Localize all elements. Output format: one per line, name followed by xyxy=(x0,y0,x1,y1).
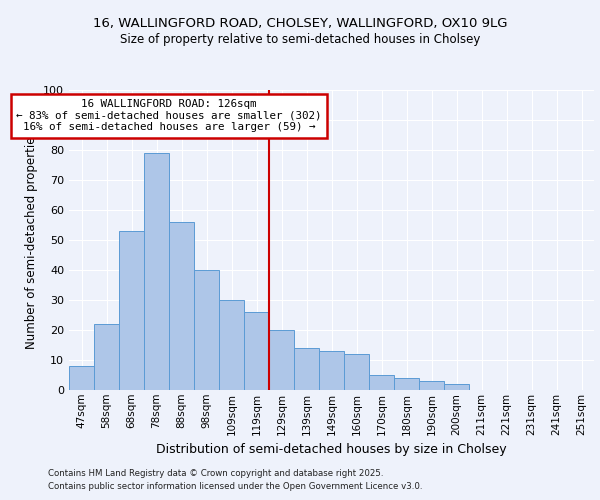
Bar xyxy=(294,348,319,390)
Bar xyxy=(344,354,369,390)
Text: Contains public sector information licensed under the Open Government Licence v3: Contains public sector information licen… xyxy=(48,482,422,491)
Bar xyxy=(219,300,244,390)
Bar xyxy=(94,324,119,390)
Bar xyxy=(194,270,219,390)
Y-axis label: Number of semi-detached properties: Number of semi-detached properties xyxy=(25,130,38,350)
Bar xyxy=(319,351,344,390)
Bar xyxy=(444,384,469,390)
Bar xyxy=(369,375,394,390)
Bar xyxy=(119,231,144,390)
Bar xyxy=(69,366,94,390)
Text: Contains HM Land Registry data © Crown copyright and database right 2025.: Contains HM Land Registry data © Crown c… xyxy=(48,468,383,477)
Bar xyxy=(169,222,194,390)
Bar xyxy=(144,153,169,390)
Bar xyxy=(244,312,269,390)
Bar xyxy=(419,381,444,390)
Text: 16, WALLINGFORD ROAD, CHOLSEY, WALLINGFORD, OX10 9LG: 16, WALLINGFORD ROAD, CHOLSEY, WALLINGFO… xyxy=(93,18,507,30)
Text: 16 WALLINGFORD ROAD: 126sqm
← 83% of semi-detached houses are smaller (302)
16% : 16 WALLINGFORD ROAD: 126sqm ← 83% of sem… xyxy=(16,99,322,132)
X-axis label: Distribution of semi-detached houses by size in Cholsey: Distribution of semi-detached houses by … xyxy=(156,443,507,456)
Text: Size of property relative to semi-detached houses in Cholsey: Size of property relative to semi-detach… xyxy=(120,32,480,46)
Bar xyxy=(269,330,294,390)
Bar xyxy=(394,378,419,390)
